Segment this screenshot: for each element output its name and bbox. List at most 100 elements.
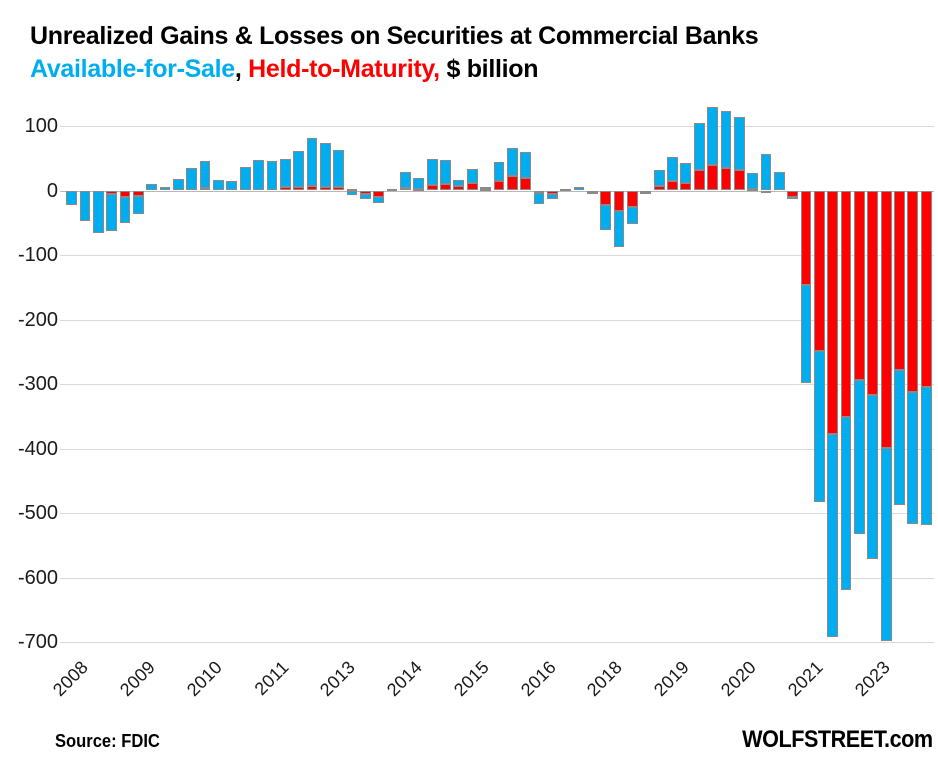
- bar-segment-afs: [573, 187, 585, 191]
- bar-segment-htm: [319, 186, 331, 191]
- bar-segment-afs: [560, 189, 572, 192]
- bar-segment-htm: [546, 190, 558, 194]
- bar-segment-afs: [373, 196, 385, 203]
- bar-segment-htm: [400, 187, 411, 191]
- bar-segment-afs: [653, 169, 665, 186]
- bar-segment-htm: [907, 190, 919, 392]
- bar-segment-afs: [159, 187, 171, 191]
- bar-segment-htm: [199, 187, 211, 191]
- x-tick-label: 2014: [383, 657, 427, 701]
- bar-segment-afs: [186, 167, 198, 191]
- y-tick-label: -300: [17, 373, 58, 395]
- bar-segment-htm: [760, 190, 772, 193]
- bar-segment-afs: [920, 387, 932, 526]
- bar-segment-afs: [132, 196, 144, 215]
- bar-segment-afs: [867, 394, 879, 560]
- bar-segment-htm: [413, 189, 425, 192]
- bar-segment-afs: [840, 416, 852, 590]
- bar-segment-afs: [693, 122, 705, 170]
- zero-line: [59, 190, 934, 192]
- x-tick-label: 2013: [316, 657, 360, 701]
- bar-segment-afs: [640, 191, 652, 194]
- gridline: [59, 577, 934, 579]
- x-tick-label: 2008: [49, 657, 93, 701]
- chart-title: Unrealized Gains & Losses on Securities …: [30, 22, 759, 50]
- x-tick-label: 2009: [116, 657, 160, 701]
- bar-segment-htm: [480, 189, 491, 192]
- bar-segment-afs: [907, 391, 919, 524]
- bar-segment-htm: [880, 190, 892, 448]
- bar-segment-afs: [386, 188, 398, 191]
- bar-segment-afs: [773, 172, 785, 191]
- bar-segment-htm: [627, 190, 638, 207]
- wolfstreet-brand: WOLFSTREET.com: [742, 726, 933, 753]
- bar-segment-htm: [600, 190, 612, 206]
- bar-segment-afs: [854, 380, 865, 535]
- bar-segment-afs: [213, 179, 224, 191]
- bar-segment-afs: [520, 151, 531, 178]
- subtitle-separator: ,: [234, 55, 249, 83]
- bar-segment-afs: [720, 111, 732, 168]
- subtitle-htm-label: Held-to-Maturity,: [248, 55, 440, 83]
- gridline: [59, 126, 934, 127]
- x-tick-label: 2020: [716, 657, 761, 701]
- bar-segment-htm: [814, 190, 825, 352]
- bar-segment-afs: [426, 158, 438, 186]
- x-tick-label: 2018: [583, 657, 627, 701]
- gridline: [59, 642, 934, 643]
- bar-segment-afs: [306, 138, 318, 186]
- bar-segment-afs: [226, 180, 238, 191]
- gridline: [59, 384, 934, 385]
- bar-segment-afs: [119, 196, 131, 224]
- bar-segment-htm: [520, 177, 531, 191]
- bar-segment-htm: [707, 165, 718, 191]
- bar-segment-htm: [132, 190, 144, 197]
- bar-segment-afs: [627, 206, 638, 225]
- x-tick-label: 2010: [182, 657, 226, 701]
- bar-segment-htm: [493, 181, 505, 191]
- bar-segment-afs: [66, 190, 77, 205]
- x-tick-label: 2021: [783, 657, 827, 701]
- bar-segment-htm: [466, 183, 478, 191]
- y-tick-label: -400: [17, 437, 58, 460]
- bar-segment-afs: [333, 149, 345, 188]
- chart-header: Unrealized Gains & Losses on Securities …: [30, 20, 759, 86]
- x-tick-label: 2016: [516, 657, 560, 701]
- bar-segment-htm: [827, 190, 839, 435]
- bar-segment-afs: [600, 205, 612, 231]
- bar-segment-afs: [466, 169, 478, 184]
- bar-segment-htm: [733, 169, 745, 191]
- x-tick-label: 2023: [850, 657, 894, 701]
- x-tick-label: 2011: [250, 657, 293, 700]
- bar-segment-afs: [800, 284, 812, 384]
- y-tick-label: 100: [24, 115, 58, 137]
- chart-subtitle: Available-for-Sale, Held-to-Maturity, $ …: [30, 53, 758, 86]
- y-tick-label: 0: [46, 179, 58, 202]
- bar-segment-htm: [720, 167, 732, 191]
- bar-segment-afs: [92, 190, 104, 234]
- bar-segment-afs: [239, 166, 251, 191]
- bar-segment-afs: [79, 190, 91, 221]
- subtitle-unit-label: $ billion: [439, 55, 539, 83]
- bar-segment-htm: [293, 186, 304, 191]
- y-tick-label: -500: [17, 502, 58, 524]
- bar-segment-afs: [440, 159, 451, 185]
- subtitle-afs-label: Available-for-Sale: [30, 55, 235, 83]
- bar-segment-afs: [319, 142, 331, 187]
- bar-segment-htm: [867, 190, 879, 395]
- bar-segment-htm: [787, 190, 799, 197]
- bar-segment-afs: [106, 193, 117, 232]
- bar-segment-htm: [840, 190, 852, 417]
- gridline: [59, 319, 934, 321]
- bar-segment-afs: [760, 154, 772, 191]
- x-tick-label: 2015: [449, 657, 493, 701]
- bar-segment-afs: [814, 351, 825, 503]
- bar-segment-afs: [894, 369, 905, 506]
- bar-segment-afs: [667, 156, 678, 181]
- bar-segment-htm: [359, 190, 371, 195]
- bar-segment-afs: [146, 184, 158, 191]
- bar-segment-htm: [800, 190, 812, 285]
- gridline: [59, 448, 934, 450]
